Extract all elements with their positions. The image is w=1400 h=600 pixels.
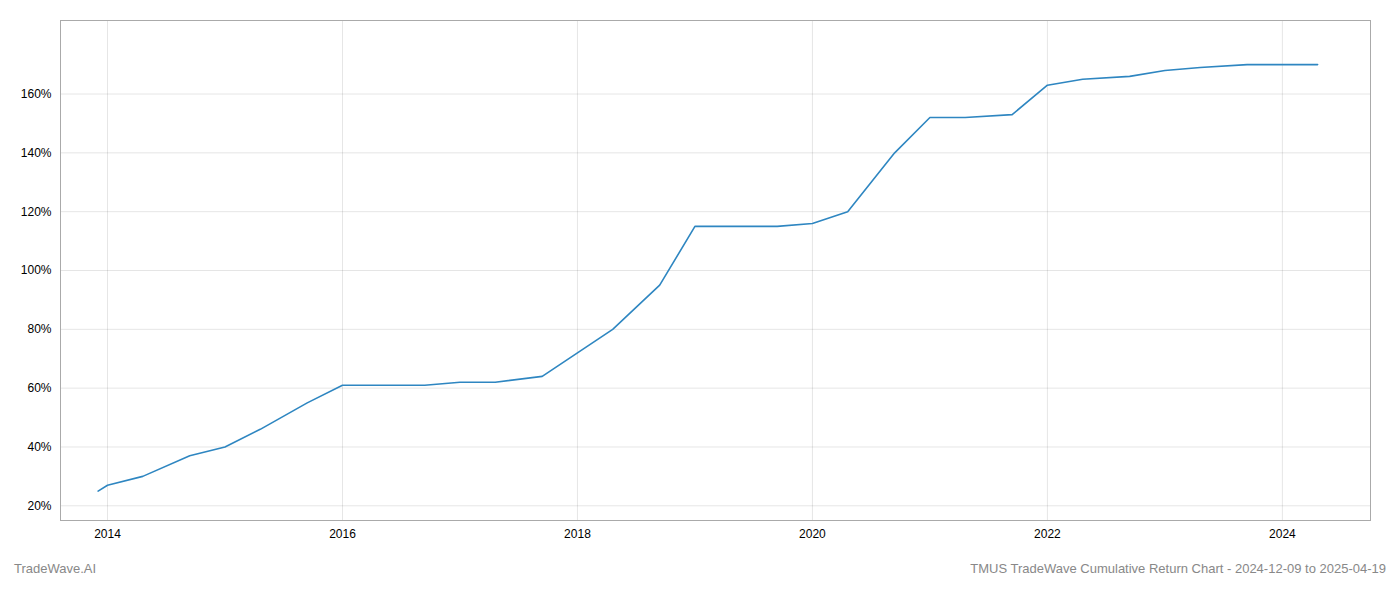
svg-text:80%: 80% [27,322,51,336]
svg-text:40%: 40% [27,440,51,454]
svg-text:120%: 120% [21,205,52,219]
html-text:TMUS TradeWave Cumulative Retu: TMUS TradeWave Cumulative Return Chart -… [970,561,1386,576]
svg-text:2020: 2020 [799,527,826,541]
svg-text:160%: 160% [21,87,52,101]
html-text:TradeWave.AI: TradeWave.AI [14,561,97,576]
svg-text:60%: 60% [27,381,51,395]
svg-text:2022: 2022 [1034,527,1061,541]
svg-text:20%: 20% [27,499,51,513]
svg-text:2016: 2016 [329,527,356,541]
svg-text:2018: 2018 [564,527,591,541]
svg-text:100%: 100% [21,263,52,277]
svg-text:2014: 2014 [94,527,121,541]
svg-text:2024: 2024 [1269,527,1296,541]
svg-text:140%: 140% [21,146,52,160]
